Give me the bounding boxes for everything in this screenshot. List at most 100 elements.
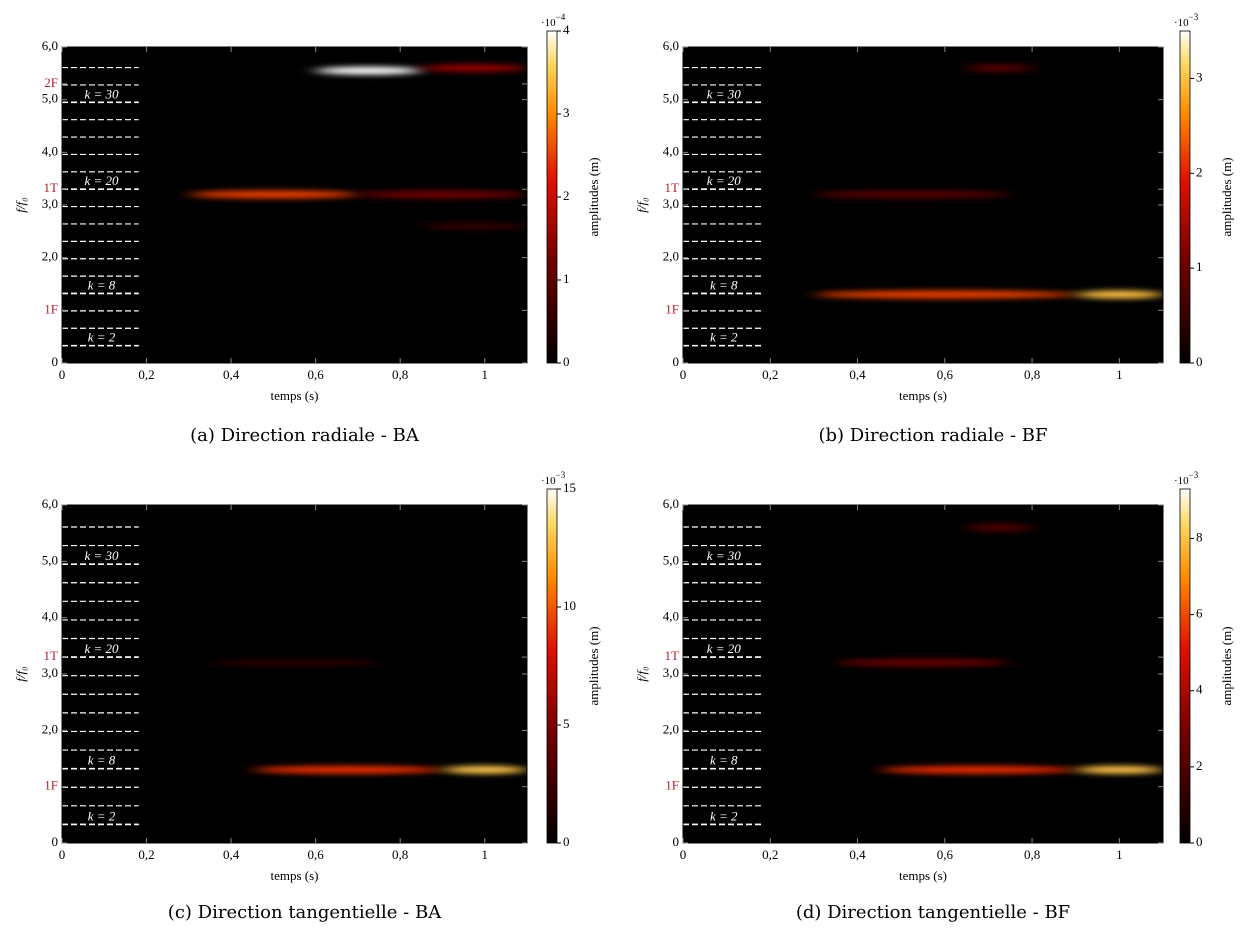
k-label: k = 2: [710, 808, 738, 823]
mode-label: 1T: [44, 648, 59, 663]
colorbar-tick-label: 1: [1196, 259, 1203, 274]
plot-area: [62, 47, 527, 363]
k-label: k = 2: [88, 808, 116, 823]
x-tick-label: 0,8: [392, 367, 408, 382]
mode-label: 1F: [44, 301, 58, 316]
y-tick-label: 0: [673, 834, 680, 849]
x-tick-label: 1: [481, 847, 488, 862]
ridge: [252, 765, 443, 774]
y-tick-label: 4,0: [663, 609, 679, 624]
ridges: [835, 523, 1163, 774]
y-tick-label: 4,0: [42, 609, 58, 624]
colorbar-tick-label: 0: [1196, 834, 1203, 849]
k-label: k = 2: [710, 330, 738, 345]
x-tick-label: 0: [59, 367, 66, 382]
colorbar-tick-label: 1: [563, 271, 570, 286]
x-tick-label: 0: [680, 847, 687, 862]
mode-label: 1T: [665, 648, 680, 663]
x-tick-label: 0,2: [762, 367, 778, 382]
k-label: k = 20: [85, 173, 120, 188]
y-tick-label: 4,0: [42, 143, 58, 158]
ridge: [188, 190, 358, 199]
k-label: k = 20: [707, 173, 742, 188]
ridge: [966, 523, 1033, 532]
caption: (c) Direction tangentielle - BA: [168, 902, 442, 923]
k-label: k = 20: [85, 641, 120, 656]
colorbar-scale-base: ·10: [541, 475, 556, 487]
y-tick-label: 3,0: [42, 196, 58, 211]
colorbar: [546, 488, 558, 844]
plot-area: [683, 47, 1163, 363]
colorbar: [1179, 488, 1191, 844]
x-tick-label: 0,4: [849, 847, 866, 862]
colorbar-scale-base: ·10: [1174, 17, 1189, 29]
colorbar-tick-label: 0: [563, 354, 570, 369]
ridge: [209, 658, 380, 667]
colorbar-tick-label: 0: [1196, 354, 1203, 369]
mode-label: 1F: [665, 301, 679, 316]
ridges: [188, 64, 527, 231]
k-label: k = 8: [88, 753, 116, 768]
x-tick-label: 0,2: [762, 847, 778, 862]
y-tick-label: 2,0: [42, 249, 58, 264]
y-tick-label: 4,0: [663, 143, 679, 158]
colorbar-scale: ·10−4: [541, 12, 566, 28]
y-tick-label: 5,0: [663, 91, 679, 106]
y-tick-label: 6,0: [42, 496, 58, 511]
x-tick-label: 0,2: [138, 847, 154, 862]
ridge: [421, 222, 527, 231]
colorbar-scale-base: ·10: [1174, 475, 1189, 487]
plot-area: [62, 505, 527, 843]
ridge: [1075, 290, 1163, 299]
colorbar-tick-label: 3: [1196, 69, 1203, 84]
colorbar-tick-label: 8: [1196, 529, 1203, 544]
mode-label: 1F: [44, 778, 58, 793]
colorbar-tick-label: 10: [563, 598, 576, 613]
colorbar-label: amplitudes (m): [1219, 626, 1234, 705]
x-axis-label: temps (s): [899, 388, 947, 403]
k-label: k = 30: [707, 548, 742, 563]
colorbar-scale-exponent: −3: [1189, 12, 1199, 22]
colorbar-scale-base: ·10: [541, 17, 556, 29]
y-tick-label: 6,0: [42, 38, 58, 53]
colorbar-label: amplitudes (m): [586, 626, 601, 705]
y-tick-label: 2,0: [663, 721, 679, 736]
colorbar-tick-label: 2: [1196, 758, 1203, 773]
x-tick-label: 0,4: [849, 367, 866, 382]
colorbar-tick-label: 4: [1196, 682, 1203, 697]
colorbar-label: amplitudes (m): [586, 157, 601, 236]
k-label: k = 20: [707, 641, 742, 656]
colorbar-scale: ·10−3: [1174, 12, 1199, 28]
ridge: [357, 190, 527, 199]
k-label: k = 2: [88, 330, 116, 345]
y-tick-label: 2,0: [663, 249, 679, 264]
mode-label: 1T: [44, 180, 59, 195]
plot-area: [683, 505, 1163, 843]
ridge: [421, 64, 527, 73]
ridge: [442, 765, 527, 774]
k-label: k = 8: [710, 753, 738, 768]
caption: (d) Direction tangentielle - BF: [796, 902, 1070, 923]
x-tick-label: 0,4: [223, 847, 240, 862]
y-tick-label: 6,0: [663, 38, 679, 53]
colorbar-scale-exponent: −3: [1189, 470, 1199, 480]
y-tick-label: 5,0: [663, 552, 679, 567]
x-axis-label: temps (s): [899, 868, 947, 883]
x-tick-label: 0,8: [392, 847, 408, 862]
y-tick-label: 6,0: [663, 496, 679, 511]
ridge: [835, 658, 1011, 667]
colorbar-tick-label: 6: [1196, 606, 1203, 621]
y-tick-label: 3,0: [663, 196, 679, 211]
colorbar-tick-label: 2: [563, 188, 570, 203]
x-axis-label: temps (s): [270, 868, 318, 883]
ridge: [813, 190, 1011, 199]
x-tick-label: 0,6: [308, 847, 325, 862]
k-label: k = 30: [85, 86, 120, 101]
colorbar-scale: ·10−3: [1174, 470, 1199, 486]
caption: (b) Direction radiale - BF: [819, 425, 1048, 446]
colorbar-scale-exponent: −3: [556, 470, 566, 480]
x-tick-label: 0,2: [138, 367, 154, 382]
y-tick-label: 5,0: [42, 552, 58, 567]
colorbar-scale-exponent: −4: [556, 12, 566, 22]
